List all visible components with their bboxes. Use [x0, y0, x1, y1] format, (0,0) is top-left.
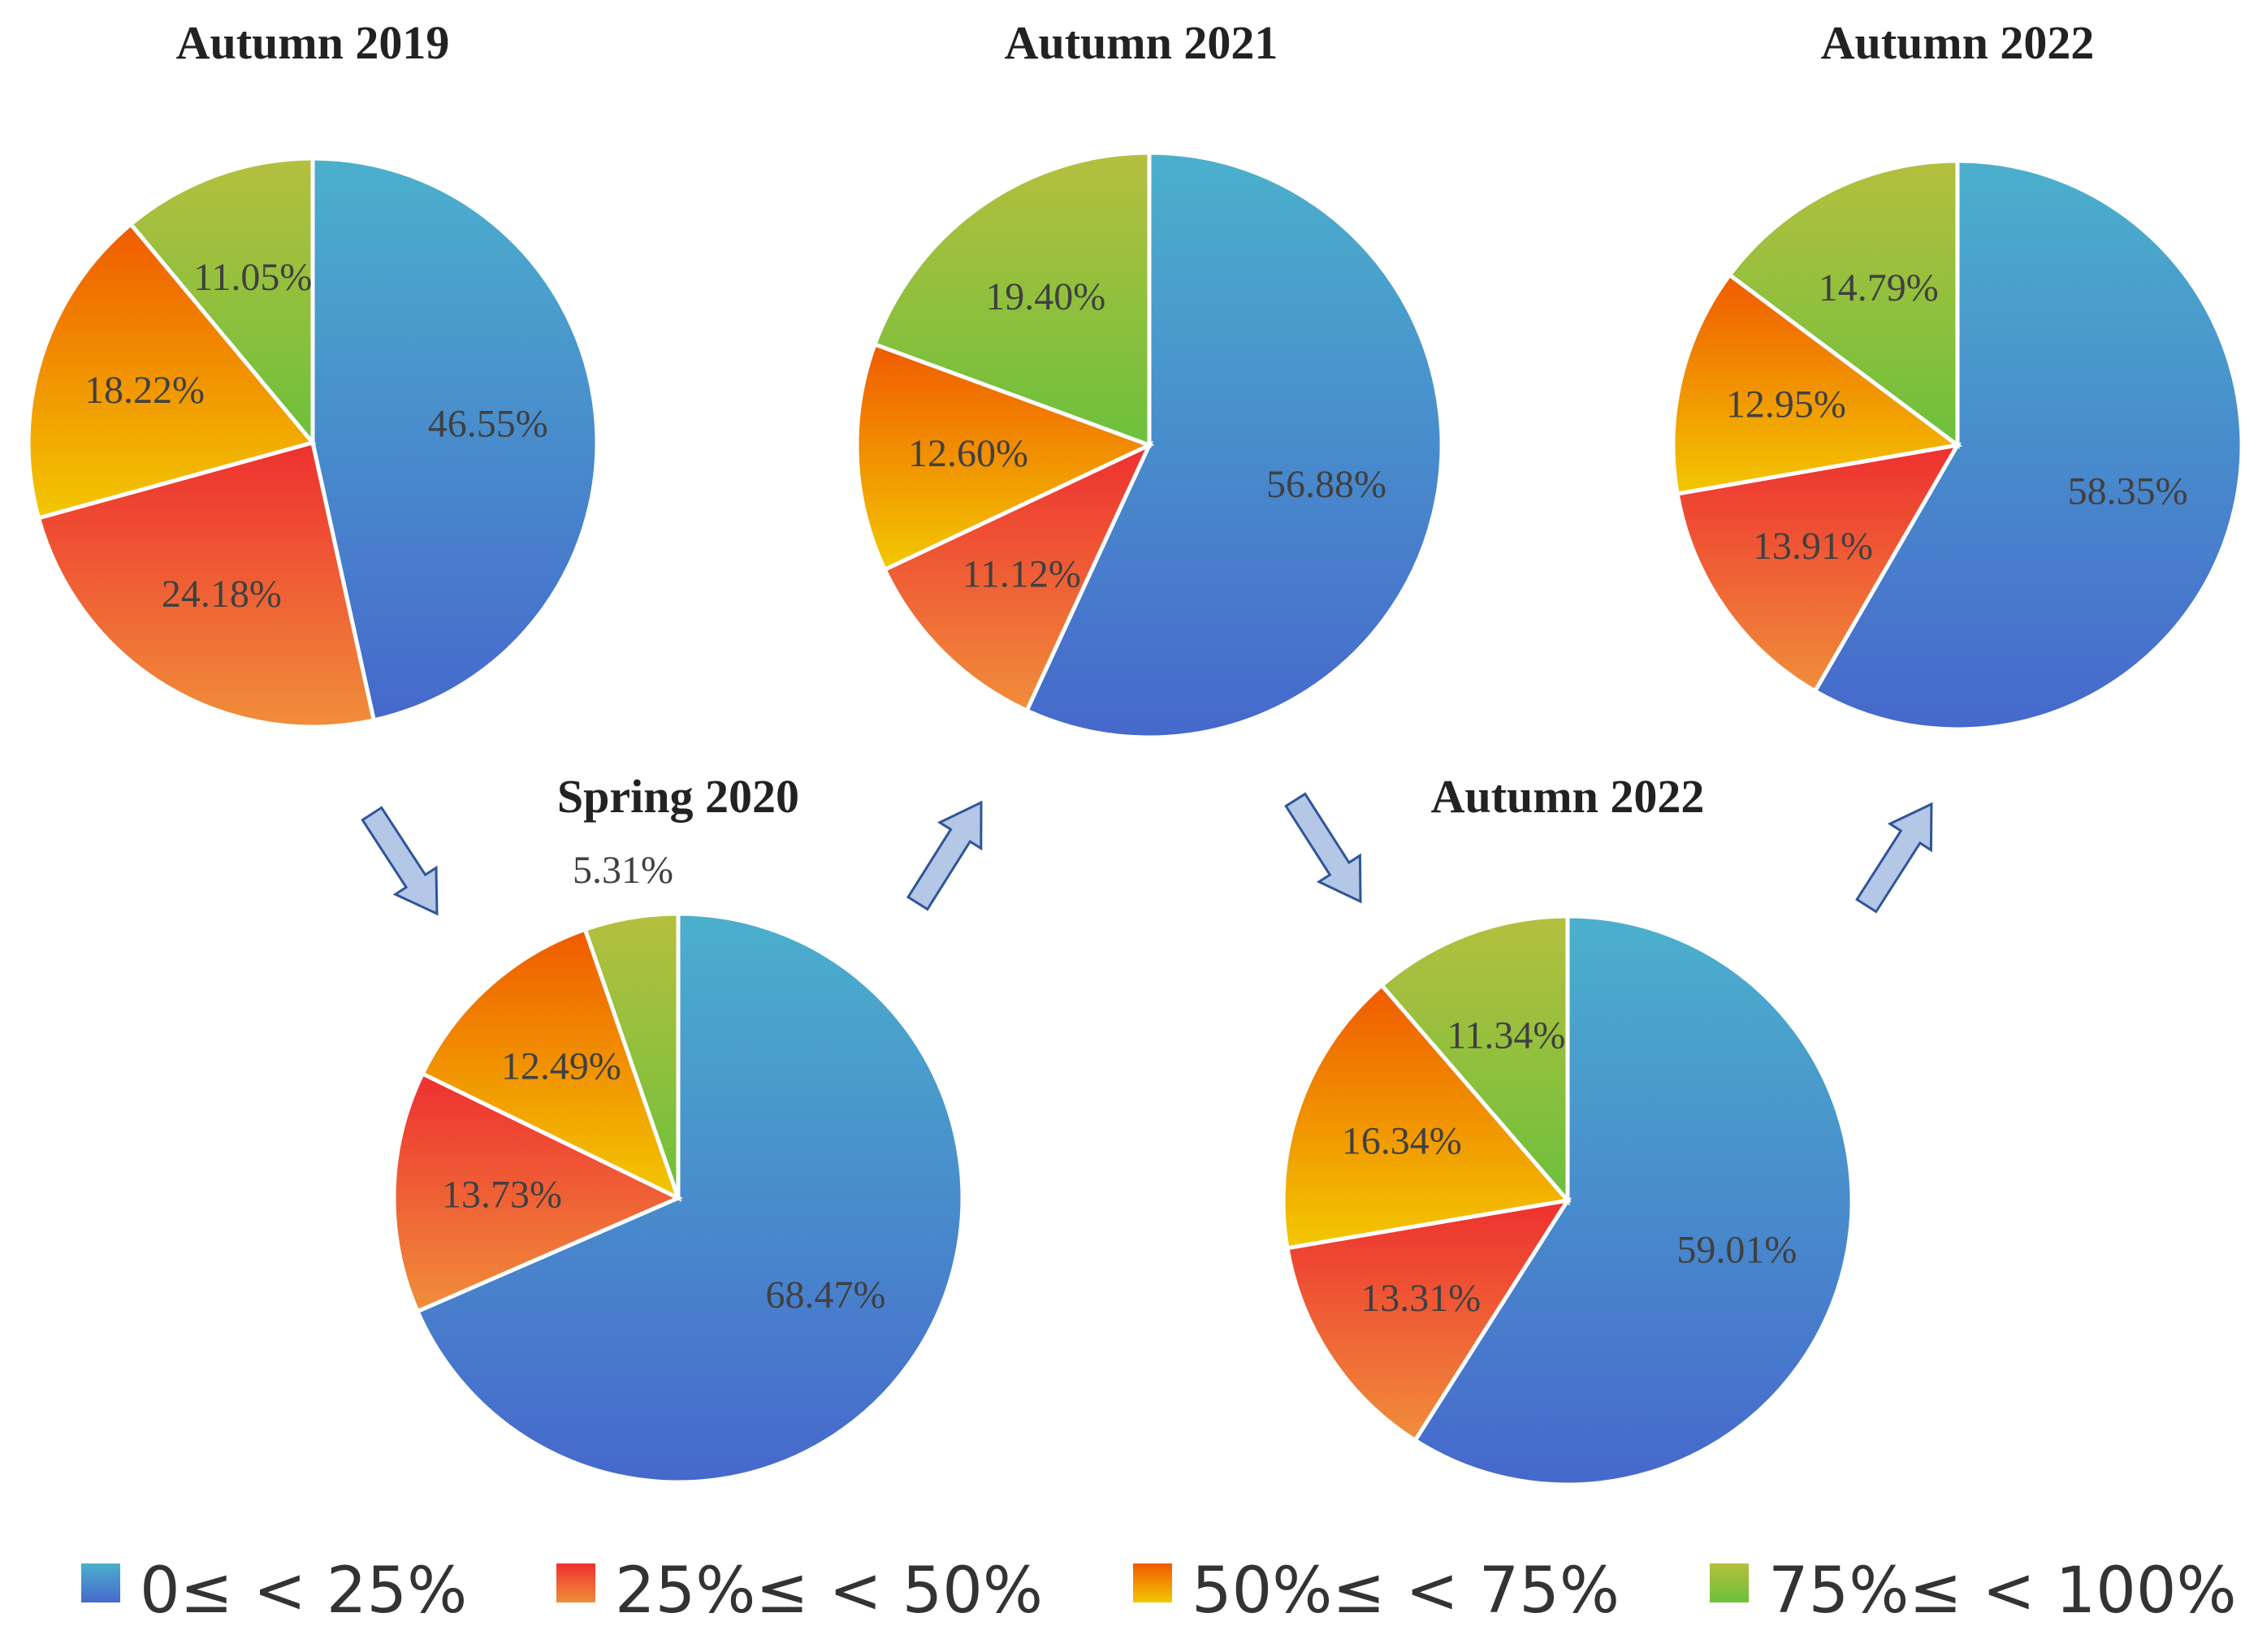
pie-slice	[310, 156, 599, 723]
transition-arrow-icon	[1284, 792, 1362, 904]
pie-slice	[414, 911, 965, 1485]
slice-label: 12.60%	[908, 432, 1028, 475]
pie-slice	[1671, 272, 1963, 496]
pie-slice	[419, 927, 682, 1202]
pie-slice	[854, 341, 1155, 573]
pie-slice	[1285, 1197, 1572, 1443]
legend-swatch	[1133, 1563, 1172, 1602]
legend-label: 50%≤ < 75%	[1192, 1555, 1620, 1628]
pie-title: Spring 2020	[557, 770, 799, 823]
legend-label: 25%≤ < 50%	[615, 1555, 1043, 1628]
slice-label: 18.22%	[84, 369, 205, 412]
transition-arrow-icon	[1855, 802, 1933, 914]
legend-swatch	[81, 1563, 120, 1602]
pie-slice	[1023, 150, 1444, 740]
slice-label: 14.79%	[1819, 266, 1939, 309]
transition-arrow-icon	[361, 806, 439, 916]
pie-slice	[36, 439, 377, 729]
pie-title: Autumn 2019	[176, 16, 450, 69]
pie-slice	[1727, 158, 1960, 449]
slice-label: 11.12%	[962, 552, 1081, 595]
legend-swatch	[556, 1563, 595, 1602]
pie-slice	[1412, 914, 1854, 1487]
pie-title: Autumn 2021	[1005, 16, 1278, 69]
pie-slice	[1812, 158, 2244, 732]
slice-label: 13.73%	[442, 1173, 562, 1216]
pie-spring-2020: Spring 2020 68.47% 13.73% 12.49% 5.31%	[391, 770, 965, 1485]
legend-label: 0≤ < 25%	[140, 1555, 467, 1628]
slice-label: 68.47%	[766, 1274, 886, 1317]
pie-autumn-2022-b: Autumn 2022 58.35% 13.91% 12.95% 14.79%	[1671, 16, 2244, 732]
pie-slice	[128, 156, 315, 448]
legend: 0≤ < 25% 25%≤ < 50% 50%≤ < 75% 75%≤ < 10…	[81, 1555, 2237, 1628]
pie-title: Autumn 2022	[1821, 16, 2095, 69]
pie-slice	[26, 221, 317, 521]
pie-autumn-2022-a: Autumn 2022 59.01% 13.31% 16.34% 11.34%	[1281, 770, 1854, 1487]
slice-label: 13.91%	[1753, 525, 1873, 568]
legend-label: 75%≤ < 100%	[1768, 1555, 2237, 1628]
transition-arrows	[361, 792, 1933, 916]
transition-arrow-icon	[906, 800, 983, 911]
legend-entry: 0≤ < 25%	[81, 1555, 467, 1628]
slice-label: 46.55%	[428, 403, 548, 446]
pie-autumn-2021: Autumn 2021 56.88% 11.12% 12.60% 19.40%	[854, 16, 1444, 740]
pie-slice	[881, 440, 1154, 714]
slice-label: 16.34%	[1342, 1120, 1462, 1163]
pie-slice	[1281, 982, 1572, 1251]
slice-label: 11.05%	[193, 256, 312, 299]
legend-entry: 50%≤ < 75%	[1133, 1555, 1620, 1628]
pie-autumn-2019: Autumn 2019 46.55% 24.18% 18.22% 11.05%	[26, 16, 599, 729]
pie-slice	[1675, 442, 1962, 694]
slice-label: 56.88%	[1266, 463, 1386, 506]
pie-title: Autumn 2022	[1431, 770, 1705, 823]
slice-label: 24.18%	[162, 573, 282, 616]
slice-label: 19.40%	[985, 275, 1105, 318]
pie-slice	[582, 911, 681, 1199]
legend-swatch	[1710, 1563, 1749, 1602]
pie-slice	[1378, 914, 1570, 1206]
pie-slice	[391, 1070, 683, 1314]
slice-label: 13.31%	[1360, 1277, 1481, 1320]
slice-label: 12.49%	[501, 1045, 621, 1088]
slice-label: 11.34%	[1447, 1014, 1565, 1057]
slice-label: 59.01%	[1676, 1229, 1797, 1272]
pie-slice	[872, 150, 1152, 448]
legend-entry: 25%≤ < 50%	[556, 1555, 1043, 1628]
slice-label: 12.95%	[1726, 383, 1846, 426]
slice-label: 5.31%	[573, 849, 673, 892]
slice-label: 58.35%	[2068, 469, 2188, 512]
legend-entry: 75%≤ < 100%	[1710, 1555, 2237, 1628]
